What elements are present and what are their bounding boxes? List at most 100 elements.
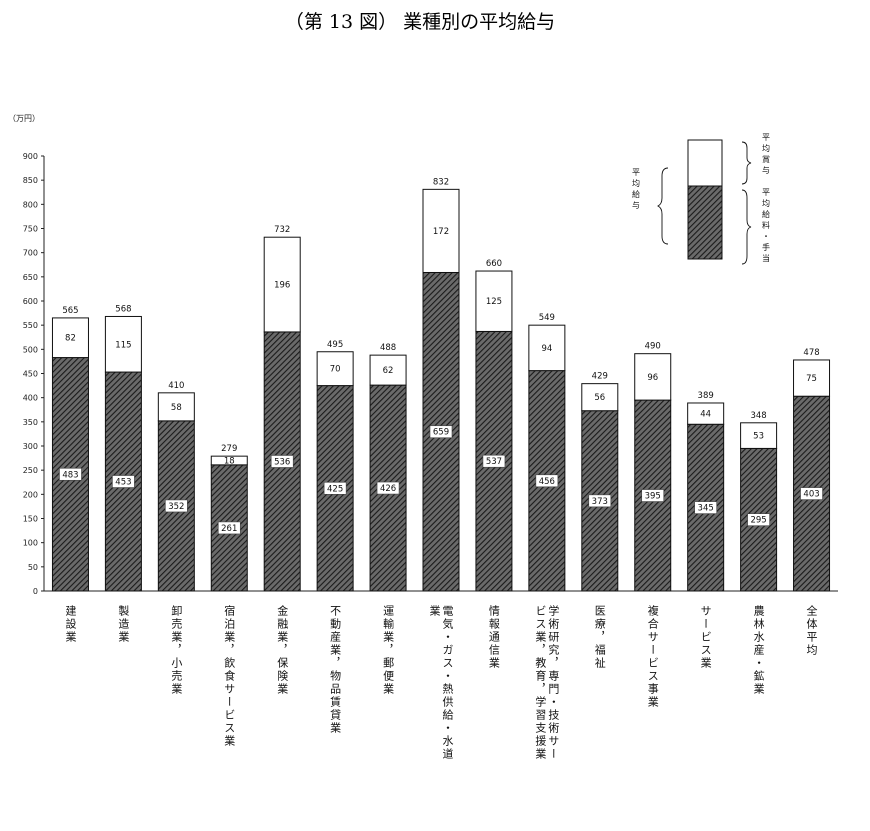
bonus-bar: [422, 188, 460, 273]
y-tick-label: 500: [23, 345, 38, 354]
salary-value-label-box: [535, 474, 559, 488]
category-label: 運輸業，郵便業: [382, 605, 395, 696]
salary-value-label: 345: [698, 504, 714, 514]
salary-value-label-box: [588, 494, 612, 508]
salary-value-label-box: [641, 489, 665, 502]
total-value-label: 488: [380, 343, 396, 353]
category-label-column: 運輸業，郵便業: [382, 605, 395, 696]
salary-value-label: 426: [380, 484, 396, 494]
bonus-value-label: 96: [647, 373, 658, 383]
salary-value-label-box: [217, 521, 241, 535]
bonus-value-label: 58: [171, 403, 182, 413]
bonus-value-label: 94: [541, 344, 552, 354]
category-label-column: 宿泊業，飲食サービス業: [223, 604, 236, 748]
salary-value-label-box: [429, 425, 453, 439]
y-tick-label: 550: [23, 321, 38, 330]
category-label: 医療，福祉: [593, 605, 606, 670]
y-tick-label: 650: [23, 273, 38, 282]
y-tick-label: 850: [23, 176, 38, 185]
bonus-bar: [793, 359, 831, 397]
salary-value-label: 403: [803, 490, 819, 500]
category-label-column: 農林水産・鉱業: [752, 604, 765, 696]
category-label: 建設業: [64, 604, 77, 644]
y-tick-label: 350: [23, 418, 38, 427]
category-label-column: 卸売業，小売業: [170, 604, 183, 696]
bonus-value-label: 115: [115, 340, 131, 350]
bonus-value-label: 172: [433, 227, 449, 237]
salary-value-label-box: [59, 467, 82, 481]
salary-value-label: 295: [750, 516, 766, 526]
total-value-label: 478: [803, 348, 819, 358]
bonus-value-label: 44: [700, 410, 711, 420]
bonus-bar: [581, 383, 619, 412]
bonus-bar: [369, 354, 407, 386]
total-value-label: 832: [433, 177, 449, 187]
total-value-label: 389: [698, 391, 714, 401]
category-label-column: 不動産業，物品賃貸業: [329, 605, 342, 735]
category-label-column: 医療，福祉: [593, 605, 606, 670]
bonus-value-label: 82: [65, 334, 76, 344]
total-value-label: 549: [539, 313, 555, 323]
category-label-column: 製造業: [117, 604, 130, 644]
salary-value-label: 425: [327, 484, 343, 494]
category-label-layer: 建設業 製造業 卸売業，小売業 宿泊業，飲食サービス業 金融業，保険業 不動産業，物品賃貸…: [64, 604, 818, 761]
category-label-column: ビス業，教育，学習支援業: [534, 605, 547, 761]
bonus-value-label: 53: [753, 432, 764, 442]
chart-title: （第 13 図） 業種別の平均給与: [285, 11, 555, 33]
total-value-label: 410: [168, 381, 184, 391]
bonus-value-label: 62: [383, 366, 394, 376]
salary-value-label-box: [747, 513, 770, 527]
category-label: 不動産業，物品賃貸業: [329, 605, 342, 735]
category-label-column: 複合サービス事業: [646, 604, 659, 709]
category-label: 農林水産・鉱業: [752, 604, 765, 696]
salary-value-label-box: [165, 499, 188, 513]
salary-value-label: 537: [486, 457, 502, 467]
bonus-value-label: 75: [806, 374, 817, 384]
total-value-label: 660: [486, 259, 502, 269]
category-label-column: 金融業，保険業: [276, 604, 289, 696]
category-label: 卸売業，小売業: [170, 604, 183, 696]
bonus-value-label: 18: [224, 457, 235, 467]
legend-salary-label: 平均給料・手当: [762, 188, 771, 265]
category-label: 電気・ガス・熱供給・水道業: [428, 605, 454, 761]
salary-value-label: 536: [274, 457, 290, 467]
y-tick-label: 50: [28, 563, 38, 572]
bonus-bar: [263, 236, 301, 333]
category-label: サービス業: [699, 605, 712, 670]
y-tick-label: 700: [23, 249, 38, 258]
bonus-bar: [634, 353, 672, 401]
total-value-label: 279: [221, 444, 237, 454]
salary-value-label: 456: [539, 477, 555, 487]
bonus-bar: [740, 422, 778, 449]
salary-value-label: 453: [115, 478, 131, 488]
total-value-label: 490: [645, 342, 661, 352]
legend-bonus-swatch: [687, 139, 723, 187]
category-label-column: 建設業: [64, 604, 77, 644]
total-value-label: 568: [115, 304, 131, 314]
y-tick-label: 900: [23, 152, 38, 161]
category-label-column: 学術研究，専門・技術サー: [547, 604, 560, 761]
bonus-bar: [51, 317, 89, 359]
category-label: 金融業，保険業: [276, 604, 289, 696]
y-tick-label: 750: [23, 225, 38, 234]
y-tick-label: 400: [23, 394, 38, 403]
salary-value-label: 483: [62, 470, 78, 480]
salary-value-label-box: [800, 487, 823, 500]
legend-total-label: 平均給与: [632, 168, 641, 212]
bonus-value-label: 125: [486, 297, 502, 307]
salary-value-label: 352: [168, 502, 184, 512]
salary-value-label-box: [112, 475, 135, 488]
y-tick-label: 0: [33, 587, 38, 596]
y-tick-label: 600: [23, 297, 38, 306]
salary-value-label-box: [694, 501, 717, 514]
y-tick-label: 450: [23, 370, 38, 379]
salary-value-label: 395: [645, 492, 661, 502]
salary-value-label: 373: [592, 497, 608, 507]
total-value-label: 495: [327, 340, 343, 350]
legend-salary-swatch: [687, 185, 723, 260]
category-label-column: 情報通信業: [487, 605, 500, 670]
